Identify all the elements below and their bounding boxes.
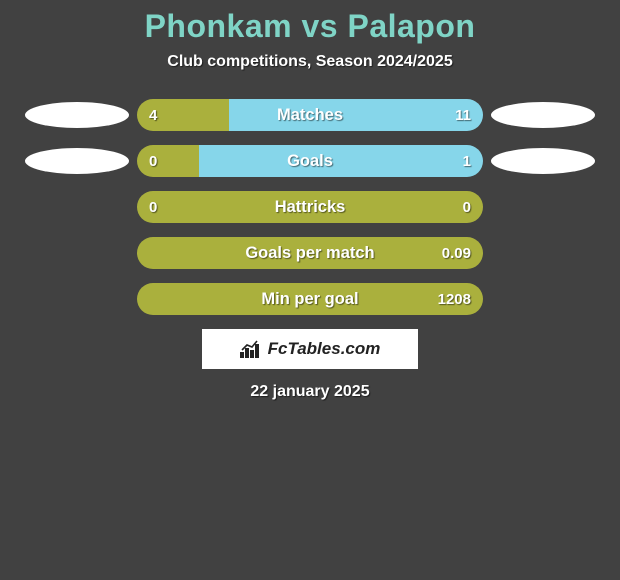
stat-value-right: 11 — [443, 99, 483, 131]
stat-rows: Matches411Goals01Hattricks00Goals per ma… — [0, 99, 620, 315]
stat-value-right: 1208 — [426, 283, 483, 315]
stat-value-left: 4 — [137, 99, 169, 131]
page-title: Phonkam vs Palapon — [0, 0, 620, 45]
stat-value-right: 0 — [451, 191, 483, 223]
stat-row: Min per goal1208 — [0, 283, 620, 315]
stat-row: Goals0 1 — [0, 145, 620, 177]
player-left-ellipse — [25, 102, 129, 128]
date-text: 22 january 2025 — [0, 383, 620, 401]
comparison-infographic: Phonkam vs Palapon Club competitions, Se… — [0, 0, 620, 580]
stat-value-right: 1 — [451, 145, 483, 177]
brand-badge: FcTables.com — [202, 329, 418, 369]
stat-bar: Matches4 11 — [137, 99, 483, 131]
chart-icon — [240, 340, 262, 358]
player-left-ellipse — [25, 148, 129, 174]
player-right-ellipse — [491, 148, 595, 174]
subtitle: Club competitions, Season 2024/2025 — [0, 53, 620, 71]
stat-row: Matches4 11 — [0, 99, 620, 131]
brand-text: FcTables.com — [268, 339, 381, 359]
stat-value-left: 0 — [137, 191, 169, 223]
stat-bar: Goals0 1 — [137, 145, 483, 177]
stat-row: Goals per match0.09 — [0, 237, 620, 269]
stat-label: Matches — [137, 99, 483, 131]
player-right-ellipse — [491, 102, 595, 128]
stat-value-left — [137, 283, 161, 315]
stat-label: Hattricks — [137, 191, 483, 223]
stat-bar: Hattricks0 0 — [137, 191, 483, 223]
stat-row: Hattricks0 0 — [0, 191, 620, 223]
stat-bar: Goals per match0.09 — [137, 237, 483, 269]
stat-bar: Min per goal1208 — [137, 283, 483, 315]
stat-label: Goals — [137, 145, 483, 177]
stat-value-right: 0.09 — [430, 237, 483, 269]
stat-value-left — [137, 237, 161, 269]
stat-value-left: 0 — [137, 145, 169, 177]
